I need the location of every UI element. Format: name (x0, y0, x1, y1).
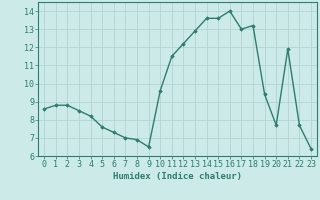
X-axis label: Humidex (Indice chaleur): Humidex (Indice chaleur) (113, 172, 242, 181)
